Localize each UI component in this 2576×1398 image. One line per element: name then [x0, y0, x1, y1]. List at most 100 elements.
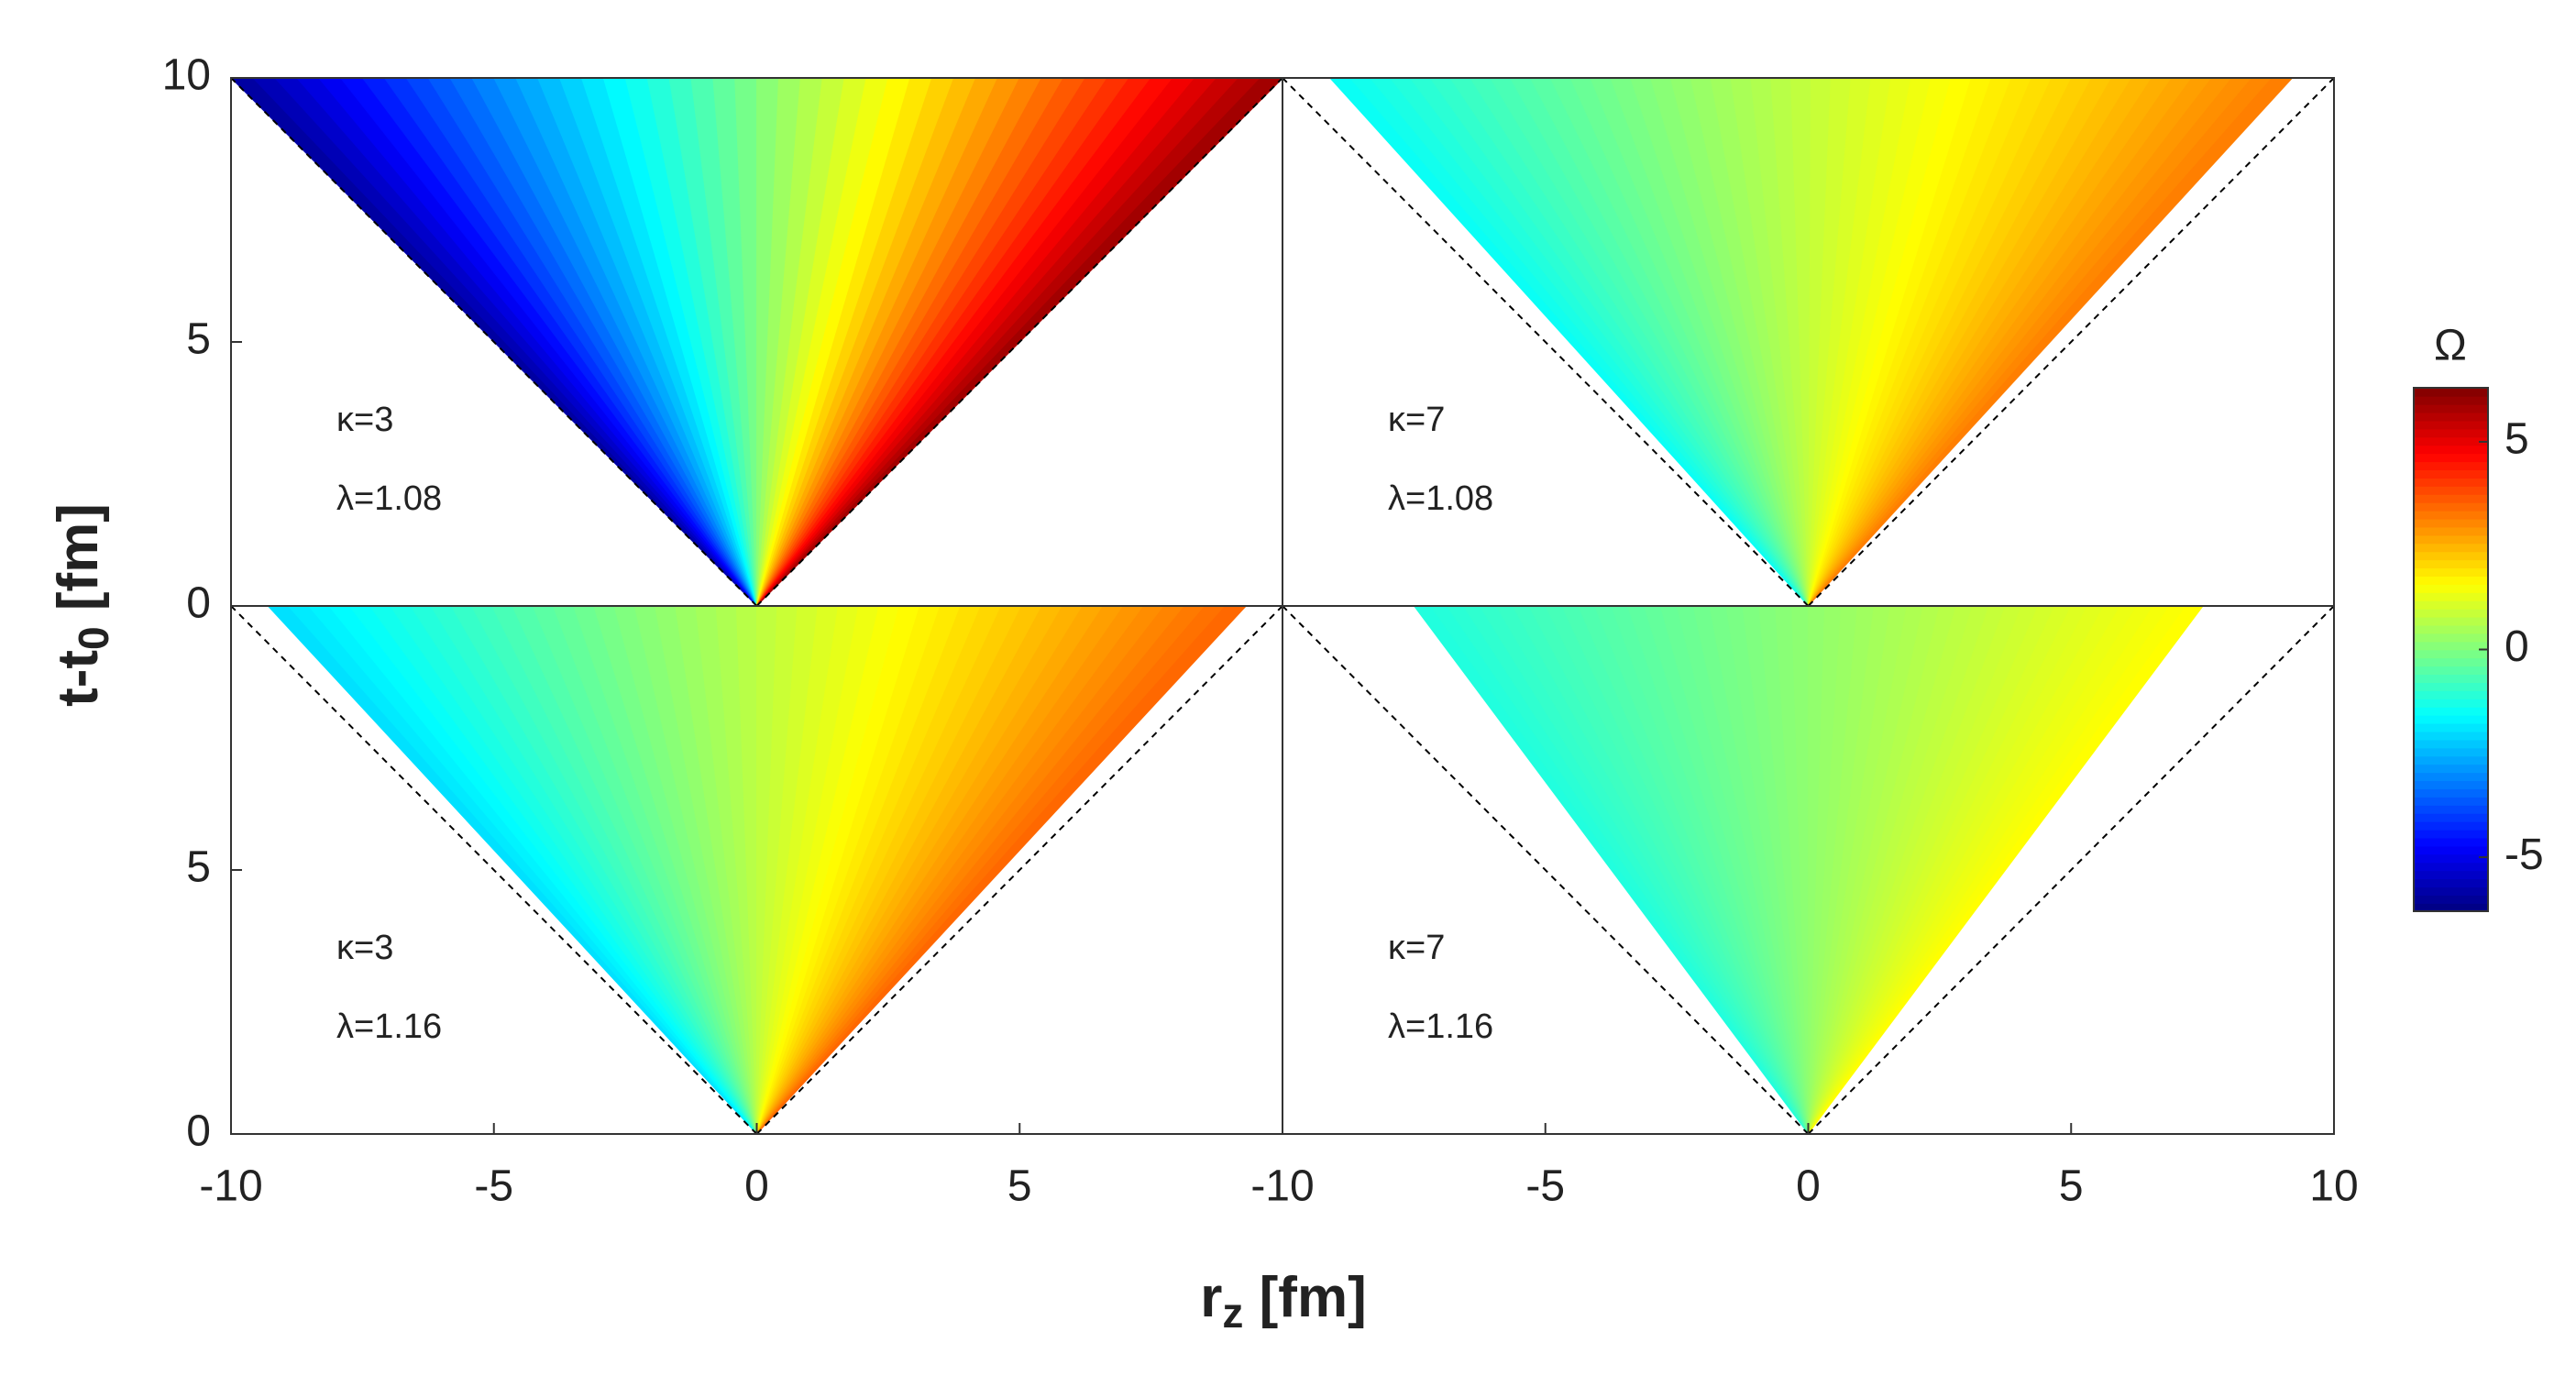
colorbar-step: [2414, 543, 2488, 553]
light-cone: [230, 605, 758, 1135]
colorbar-step: [2414, 616, 2488, 626]
colorbar-step: [2414, 518, 2488, 528]
annotation: κ=3: [336, 929, 393, 967]
colorbar-step: [2414, 510, 2488, 520]
x-tick-label: 5: [2059, 1162, 2084, 1211]
colorbar-step: [2414, 837, 2488, 847]
colorbar-step: [2414, 764, 2488, 774]
y-label-sub: 0: [70, 626, 117, 650]
annotation: λ=1.08: [336, 479, 442, 518]
x-tick-label: 10: [2309, 1162, 2358, 1211]
x-label-sub: z: [1222, 1289, 1243, 1337]
colorbar-step: [2414, 862, 2488, 872]
colorbar-step: [2414, 731, 2488, 741]
y-tick-label: 0: [186, 579, 211, 628]
colorbar-step: [2414, 624, 2488, 634]
colorbar-step: [2414, 690, 2488, 699]
light-cone: [1282, 605, 1810, 1135]
colorbar-step: [2414, 739, 2488, 749]
colorbar-step: [2414, 812, 2488, 822]
colorbar-step: [2414, 699, 2488, 708]
colorbar-step: [2414, 722, 2488, 732]
light-cone: [230, 77, 758, 607]
y-tick-label: 5: [186, 315, 211, 364]
light-cone: [755, 77, 1283, 607]
colorbar-step: [2414, 461, 2488, 471]
colorbar-step: [2414, 772, 2488, 782]
colorbar-step: [2414, 657, 2488, 667]
colorbar-step: [2414, 534, 2488, 545]
colorbar-step: [2414, 878, 2488, 888]
colorbar-step: [2414, 493, 2488, 503]
y-axis-label: t-t0 [fm]: [47, 503, 117, 707]
x-tick-label: -5: [1525, 1162, 1565, 1211]
x-label-main: r: [1200, 1266, 1222, 1329]
colorbar-step: [2414, 714, 2488, 724]
colorbar-step: [2414, 641, 2488, 651]
colorbar-step: [2414, 526, 2488, 536]
y-tick-label: 10: [162, 51, 211, 100]
colorbar-tick-label: 5: [2504, 415, 2529, 464]
annotation: λ=1.08: [1388, 479, 1493, 518]
x-tick-label: -10: [199, 1162, 262, 1211]
colorbar-step: [2414, 829, 2488, 839]
x-tick-label: 0: [744, 1162, 769, 1211]
colorbar-step: [2414, 592, 2488, 601]
x-tick-label: 0: [1796, 1162, 1821, 1211]
colorbar-step: [2414, 805, 2488, 814]
colorbar-step: [2414, 388, 2488, 397]
colorbar-step: [2414, 469, 2488, 479]
annotation: λ=1.16: [336, 1007, 442, 1046]
colorbar-step: [2414, 478, 2488, 487]
colorbar-step: [2414, 780, 2488, 789]
colorbar-step: [2414, 576, 2488, 585]
colorbar-tick-label: 0: [2504, 622, 2529, 671]
colorbar-step: [2414, 633, 2488, 643]
colorbar-step: [2414, 445, 2488, 455]
colorbar-step: [2414, 412, 2488, 422]
annotation: κ=3: [336, 401, 393, 439]
annotation: λ=1.16: [1388, 1007, 1493, 1046]
colorbar-step: [2414, 666, 2488, 676]
colorbar-step: [2414, 747, 2488, 757]
colorbar-step: [2414, 420, 2488, 430]
colorbar-step: [2414, 403, 2488, 413]
colorbar-step: [2414, 501, 2488, 512]
light-cone: [1807, 605, 2335, 1135]
colorbar-step: [2414, 886, 2488, 896]
colorbar-tick-label: -5: [2504, 831, 2544, 879]
colorbar-step: [2414, 608, 2488, 618]
x-tick-label: -10: [1250, 1162, 1314, 1211]
light-cone: [1282, 77, 1810, 607]
colorbar-step: [2414, 674, 2488, 683]
colorbar-step: [2414, 682, 2488, 691]
colorbar-step: [2414, 853, 2488, 864]
x-tick-label: 5: [1007, 1162, 1032, 1211]
colorbar-step: [2414, 428, 2488, 438]
x-tick-label: -5: [474, 1162, 513, 1211]
colorbar-step: [2414, 788, 2488, 798]
colorbar-step: [2414, 551, 2488, 561]
colorbar-step: [2414, 903, 2488, 912]
colorbar-step: [2414, 486, 2488, 495]
annotation: κ=7: [1388, 401, 1445, 439]
colorbar-step: [2414, 870, 2488, 880]
annotation: κ=7: [1388, 929, 1445, 967]
colorbar-title: Ω: [2434, 322, 2467, 370]
light-cone: [755, 605, 1283, 1135]
colorbar-step: [2414, 600, 2488, 610]
y-label-rest: [fm]: [47, 503, 110, 626]
colorbar-step: [2414, 649, 2488, 659]
colorbar-step: [2414, 567, 2488, 578]
y-label-main: t-t: [47, 650, 110, 707]
colorbar-step: [2414, 755, 2488, 765]
colorbar-step: [2414, 584, 2488, 593]
colorbar-step: [2414, 436, 2488, 446]
colorbar-step: [2414, 559, 2488, 569]
y-tick-label: 0: [186, 1107, 211, 1156]
colorbar-step: [2414, 895, 2488, 904]
x-label-rest: [fm]: [1243, 1266, 1366, 1329]
x-axis-label: rz [fm]: [1200, 1266, 1366, 1337]
